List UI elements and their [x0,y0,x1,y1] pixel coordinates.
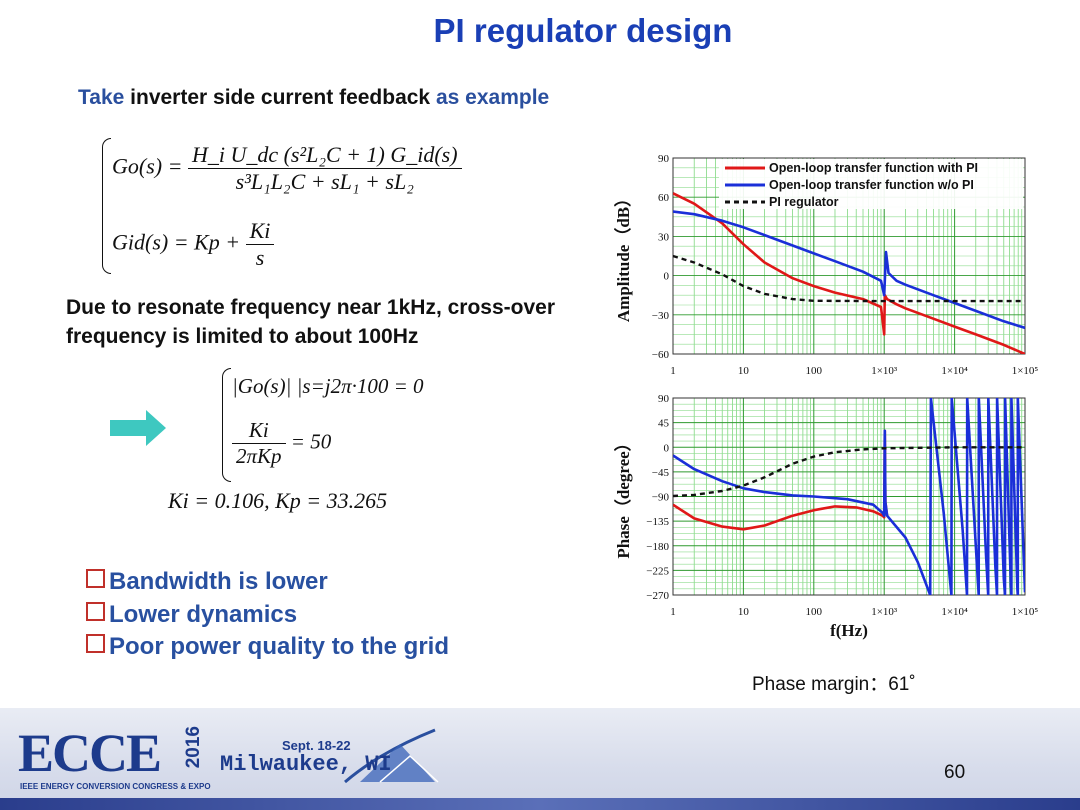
footer-stripe [0,798,1080,810]
phase-margin-label: Phase margin：61˚ [752,674,916,695]
x-tick-label: 1×10⁵ [1012,365,1039,377]
gid-fraction: Ki s [245,218,275,271]
event-dates: Sept. 18-22 [282,738,351,753]
slide-subtitle: Take inverter side current feedback as e… [78,86,549,110]
gid-lhs: Gid(s) = Kp + [112,229,241,255]
x-tick-label: 10 [738,365,750,377]
subtitle-part-c: as example [430,86,550,109]
event-city: Milwaukee, WI [220,752,392,777]
x-tick-label: 100 [806,365,823,377]
slide-title: PI regulator design [433,12,733,49]
y-tick-label: 0 [664,271,670,283]
go-lhs: Go(s) = [112,153,183,179]
x-axis-label: f(Hz) [830,621,868,640]
legend: Open-loop transfer function with PI Open-… [719,159,1023,209]
bullet-item: Poor power quality to the grid [86,631,449,664]
checkbox-square-icon [86,601,105,621]
equation-brace-1 [102,138,111,274]
plot-frame [672,397,1026,596]
x-tick-label: 10 [738,606,750,618]
equation-gid: Gid(s) = Kp + Ki s [112,218,275,271]
chart-panel-0: 90 60 30 0 −30 −601 10 100 1×10³ 1×10⁴ 1×10⁵ Amplit… [613,153,1038,377]
equation-brace-2 [222,368,231,482]
bullet-text: Lower dynamics [109,600,298,628]
cond2-numerator: Ki [248,418,269,442]
equation-condition-1: |Go(s)| |s=j2π·100 = 0 [232,374,424,398]
cond2-denominator: 2πKp [232,443,286,469]
y-tick-label: −45 [652,467,670,479]
y-tick-label: 45 [658,418,670,430]
checkbox-square-icon [86,634,105,653]
resonance-note: Due to resonate frequency near 1kHz, cro… [66,296,556,348]
y-tick-label: −30 [652,310,670,322]
subtitle-part-b: inverter side current feedback [130,86,431,109]
bullet-item: Lower dynamics [86,599,449,632]
y-tick-label: 0 [664,442,670,454]
subtitle-part-a: Take [78,86,131,109]
bullet-item: Bandwidth is lower [86,566,449,599]
y-tick-label: 90 [658,153,670,165]
bullet-text: Poor power quality to the grid [109,633,450,660]
go-denominator: s³L₁L₂C + sL₁ + sL₂ [187,168,462,195]
x-tick-label: 1×10⁴ [941,606,968,618]
equation-go: Go(s) = H_i U_dc (s²L₂C + 1) G_id(s) s³L₁… [112,142,462,195]
y-tick-label: −90 [652,492,670,504]
x-tick-label: 100 [806,606,823,618]
series-line-without-pi [673,398,1025,595]
legend-label: Open-loop transfer function w/o PI [769,178,974,192]
y-axis-label: Amplitude（dB） [613,190,633,322]
logo-subtitle: IEEE ENERGY CONVERSION CONGRESS & EXPO [20,782,211,791]
series-line-without-pi [673,210,1025,330]
y-tick-label: −180 [646,541,669,553]
equation-condition-2: Ki 2πKp = 50 [232,418,331,469]
footer-banner: ECCE 2016 IEEE ENERGY CONVERSION CONGRES… [0,708,1080,810]
cond2-fraction: Ki 2πKp [232,418,286,469]
logo-year: 2016 [183,726,204,769]
go-numerator: H_i U_dc (s²L₂C + 1) G_id(s) [191,142,458,167]
y-tick-label: 30 [658,231,670,243]
bullet-text: Bandwidth is lower [109,568,328,595]
y-tick-label: −225 [646,565,669,577]
gid-numerator: Ki [249,218,271,243]
y-tick-label: −60 [652,349,670,361]
x-tick-label: 1×10⁵ [1012,606,1039,618]
legend-label: PI regulator [769,195,839,209]
page-number: 60 [944,762,966,783]
x-tick-label: 1×10⁴ [941,365,968,377]
go-fraction: H_i U_dc (s²L₂C + 1) G_id(s) s³L₁L₂C + sL… [187,142,462,195]
y-tick-label: 90 [658,393,670,405]
x-tick-label: 1×10³ [871,606,898,618]
equation-result: Ki = 0.106, Kp = 33.265 [168,488,388,513]
ecce-logo: ECCE [18,723,162,783]
y-tick-label: −135 [646,516,669,528]
bullet-list: Bandwidth is lower Lower dynamics Poor p… [86,566,449,664]
y-axis-label: Phase（degree） [613,434,633,558]
y-tick-label: 60 [658,192,670,204]
x-tick-label: 1 [670,365,676,377]
series-line-pi-regulator [673,446,1025,498]
bridge-logo-icon [344,728,439,784]
right-arrow-icon [110,410,166,446]
gid-denominator: s [245,244,275,271]
series-line-pi-regulator [673,254,1025,303]
x-tick-label: 1×10³ [871,365,898,377]
checkbox-square-icon [86,569,105,588]
y-tick-label: −270 [646,590,669,602]
legend-label: Open-loop transfer function with PI [769,161,978,175]
series-line-with-pi [673,192,1025,354]
legend-background [719,159,1023,209]
x-tick-label: 1 [670,606,676,618]
cond2-rhs: = 50 [290,429,332,454]
